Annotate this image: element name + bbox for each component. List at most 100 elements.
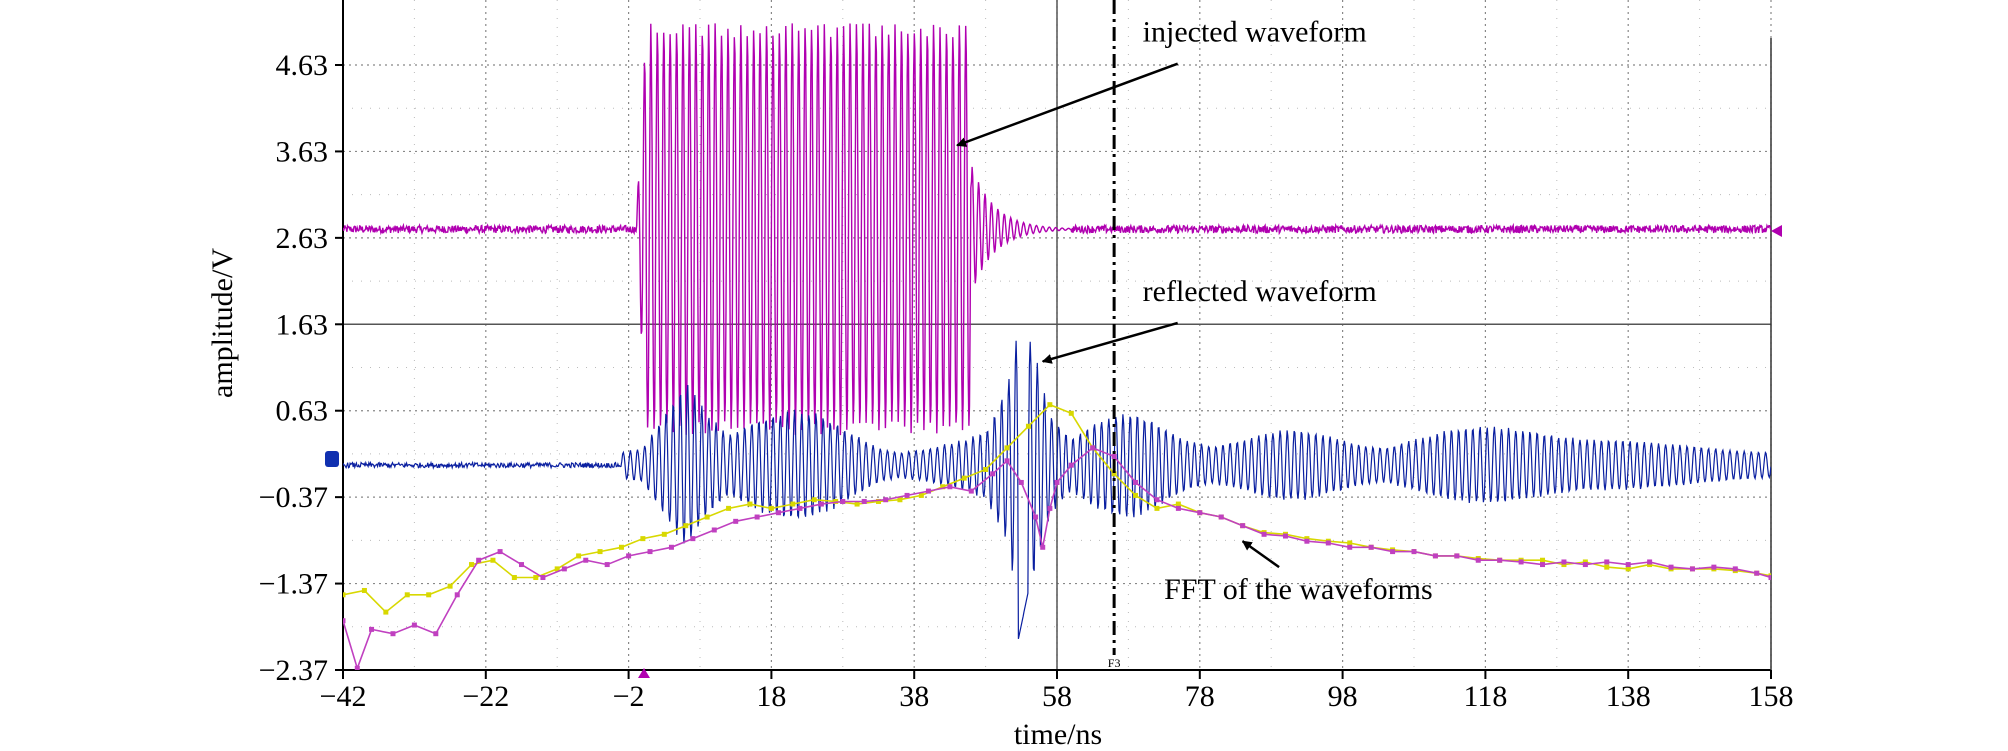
annotation-label: FFT of the waveforms [1164,573,1433,606]
fft-point [1582,562,1588,568]
annotation-arrow [1041,321,1179,364]
fft-point [1432,553,1438,559]
fft-point [1133,479,1139,485]
fft-point [343,618,346,624]
fft-point [1454,553,1460,559]
fft-point [554,566,560,572]
fft-point [1689,566,1695,572]
fft-point [1154,497,1160,503]
fft-point [940,484,946,490]
fft-point [811,497,817,503]
y-tick-label: −0.37 [259,481,328,514]
fft-point [1368,544,1374,550]
x-tick-label: 18 [756,680,786,713]
fft-point [947,484,953,490]
fft-point [1732,566,1738,572]
fft-point [904,492,910,498]
x-tick-label: −42 [320,680,367,713]
tick-labels: −42 −22 −2 18 38 58 78 98 118 138 158 −2.37 −1.37 −0.… [259,49,1794,713]
fft-point [1054,479,1060,485]
fft-point [1133,492,1139,498]
fft-point [490,557,496,563]
fft-point [540,575,546,581]
fft-point [647,549,653,555]
trigger-marker [638,668,650,678]
fft-point [768,505,774,511]
fft-point [576,553,582,559]
annotation-arrow [1241,540,1280,569]
fft-point [1561,559,1567,565]
fft-point [683,523,689,529]
fft-point [511,575,517,581]
fft-point [1040,544,1046,550]
x-tick-label: 138 [1606,680,1651,713]
annotation-arrow [956,62,1179,147]
fft-point [1625,566,1631,572]
channel-marker [325,451,339,467]
fft-point [404,592,410,598]
fft-point [1068,410,1074,416]
fft-series-2 [343,446,1771,670]
fft-point [1411,549,1417,555]
fft-point [1047,402,1053,408]
fft-point [747,501,753,507]
y-tick-label: −2.37 [259,654,328,687]
x-tick-label: 98 [1328,680,1358,713]
fft-point [1261,531,1267,537]
fft-point [1561,562,1567,568]
fft-point [925,488,931,494]
fft-point [1668,564,1674,570]
x-tick-label: 158 [1749,680,1794,713]
x-tick-label: 118 [1463,680,1507,713]
fft-series-1 [343,403,1771,614]
x-tick-label: −2 [613,680,645,713]
fft-point [833,498,839,504]
fft-point [1154,505,1160,511]
reflected-waveform-series [343,340,1771,640]
series-layer [343,23,1771,670]
fft-point [1604,559,1610,565]
fft-point [1647,559,1653,565]
fft-point [1068,462,1074,468]
fft-point [918,492,924,498]
fft-point [454,592,460,598]
fft-point [797,505,803,511]
y-tick-label: 2.63 [276,222,329,255]
fft-point [733,518,739,524]
fft-point [968,488,974,494]
fft-point [1090,445,1096,451]
fft-point [1768,575,1771,581]
fft-point [1218,514,1224,520]
fft-point [961,475,967,481]
fft-point [447,583,453,589]
fft-point [343,592,346,598]
fft-point [876,498,881,504]
fft-point [583,557,589,563]
y-tick-label: −1.37 [259,568,328,601]
fft-point [361,587,367,593]
fft-point [1497,557,1503,563]
fft-point [854,501,860,507]
fft-point [711,527,717,533]
fft-point [1018,479,1024,485]
fft-point [411,622,417,628]
fft-point [1111,471,1117,477]
x-tick-label: 78 [1185,680,1215,713]
fft-point [668,544,674,550]
fft-point [1047,505,1053,511]
y-tick-label: 0.63 [276,395,329,428]
fft-point [1390,549,1396,555]
fft-point [1175,505,1181,511]
annotation-label: injected waveform [1143,16,1367,49]
fft-point [1175,501,1181,507]
fft-point [533,575,539,581]
y-tick-label: 1.63 [276,308,329,341]
fft-point [1647,562,1653,568]
fft-point [861,498,867,504]
fft-point [990,471,996,477]
fft-point [1004,445,1010,451]
fft-point [1475,557,1481,563]
fft-point [426,592,432,598]
fft-point [704,514,710,520]
